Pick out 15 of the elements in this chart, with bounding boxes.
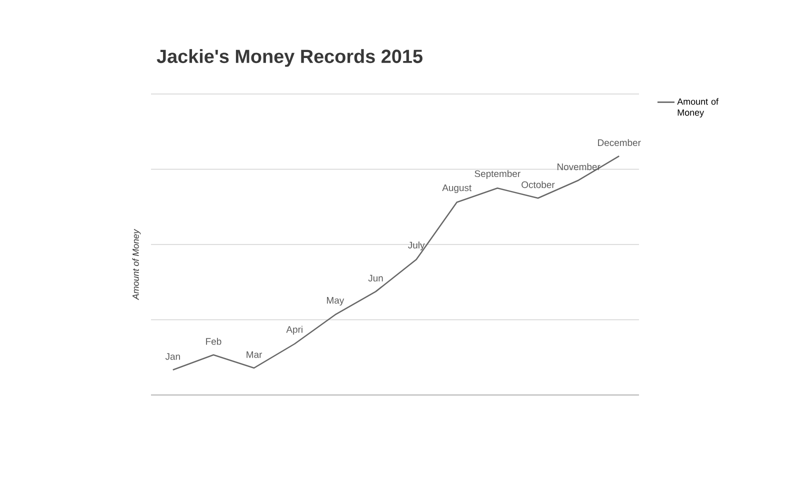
y-axis-title: Amount of Money xyxy=(132,228,141,300)
legend-label: Amount of Money xyxy=(677,98,718,118)
chart-title: Jackie's Money Records 2015 xyxy=(156,49,422,67)
x-tick-label: Mar xyxy=(246,351,262,358)
x-tick-label: May xyxy=(327,297,344,306)
x-tick-label: Apri xyxy=(286,326,302,335)
x-tick-label: Feb xyxy=(206,338,222,345)
x-tick-label: September xyxy=(474,170,520,179)
x-tick-label: August xyxy=(442,184,472,194)
x-tick-label: December xyxy=(598,139,641,146)
x-tick-label: July xyxy=(408,242,425,250)
x-tick-label: Jan xyxy=(165,353,180,360)
x-tick-label: October xyxy=(522,181,555,188)
x-tick-label: Jun xyxy=(368,274,383,282)
x-tick-label: November xyxy=(558,163,600,170)
